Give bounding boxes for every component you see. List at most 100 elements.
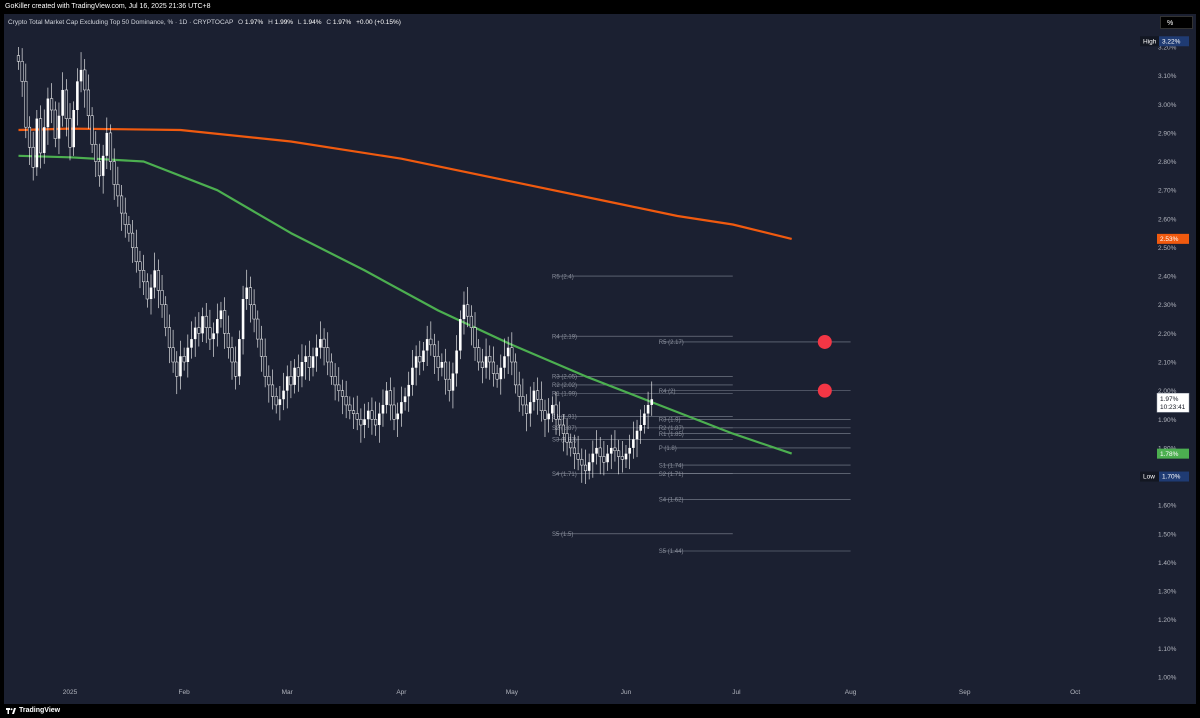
candle-down bbox=[351, 410, 356, 414]
candle-down bbox=[613, 447, 617, 452]
candle-down bbox=[171, 347, 175, 363]
pivot-label: S3 (1.83) bbox=[552, 438, 577, 444]
low-label: Low bbox=[1143, 474, 1155, 481]
candle-up bbox=[425, 339, 429, 351]
x-axis: 2025 Feb Mar Apr May Jun Jul Aug Sep Oct bbox=[63, 689, 1081, 696]
candle-up bbox=[462, 304, 466, 320]
candle-down bbox=[477, 347, 481, 363]
candle-down bbox=[370, 410, 374, 420]
candle-down bbox=[256, 318, 260, 340]
candle-up bbox=[363, 419, 366, 425]
y-tick-label: 1.50% bbox=[1158, 531, 1177, 538]
candle-down bbox=[38, 118, 43, 154]
candle-up bbox=[503, 356, 506, 368]
price-chart[interactable]: Crypto Total Market Cap Excluding Top 50… bbox=[4, 14, 1196, 704]
x-tick-label: Jul bbox=[732, 689, 741, 696]
candle-down bbox=[289, 376, 293, 386]
candle-down bbox=[24, 81, 28, 128]
candle-down bbox=[230, 347, 234, 363]
candle-down bbox=[116, 184, 120, 197]
ma-orange-line bbox=[18, 127, 792, 240]
badge-tag bbox=[1140, 471, 1160, 482]
current-price: 1.97% bbox=[1160, 396, 1179, 403]
y-tick-label: 1.40% bbox=[1158, 560, 1177, 567]
candle-down bbox=[119, 195, 124, 214]
pivot-label: S5 (1.44) bbox=[659, 549, 684, 555]
candle-up bbox=[241, 299, 245, 340]
candle-down bbox=[156, 270, 160, 291]
pivot-label: R5 (2.17) bbox=[659, 340, 684, 346]
candle-down bbox=[263, 356, 267, 377]
y-tick-label: 2.60% bbox=[1158, 216, 1177, 223]
candle-down bbox=[329, 361, 333, 377]
candle-up bbox=[79, 69, 83, 82]
y-tick-label: 2.20% bbox=[1158, 331, 1177, 338]
candle-up bbox=[245, 287, 249, 299]
candle-up bbox=[506, 347, 510, 357]
pivot-label: R5 (2.4) bbox=[552, 274, 574, 280]
candle-up bbox=[411, 367, 414, 385]
candle-up bbox=[293, 367, 296, 385]
candle-up bbox=[300, 362, 304, 377]
pivot-label: R3 (2.05) bbox=[552, 375, 577, 381]
x-tick-label: Apr bbox=[396, 689, 407, 696]
candle-down bbox=[252, 304, 256, 320]
candle-up bbox=[319, 339, 322, 348]
candle-down bbox=[322, 338, 326, 348]
candle-down bbox=[525, 404, 529, 414]
candle-down bbox=[197, 327, 201, 334]
candle-down bbox=[108, 132, 113, 162]
candle-up bbox=[591, 453, 595, 463]
candle-down bbox=[167, 327, 171, 348]
candles bbox=[16, 47, 654, 484]
pivot-label: R4 (2) bbox=[659, 389, 676, 395]
candle-up bbox=[179, 356, 182, 377]
candle-up bbox=[407, 384, 411, 397]
candle-down bbox=[598, 447, 602, 457]
candle-up bbox=[101, 155, 105, 176]
pivot-label: R1 (1.99) bbox=[552, 392, 577, 398]
y-tick-label: 2.50% bbox=[1158, 245, 1177, 252]
high-label: High bbox=[1143, 38, 1157, 45]
legend-l-label: L bbox=[298, 19, 302, 26]
candle-down bbox=[561, 424, 565, 434]
candle-down bbox=[565, 433, 569, 443]
candle-down bbox=[333, 376, 337, 386]
pivot-label: P (1.8) bbox=[659, 446, 677, 452]
candle-down bbox=[432, 344, 437, 357]
candle-down bbox=[510, 347, 514, 363]
candle-down bbox=[97, 161, 102, 177]
tradingview-logo-icon bbox=[6, 708, 16, 714]
candle-up bbox=[311, 356, 315, 368]
pivot-label: S2 (1.71) bbox=[659, 472, 684, 478]
candle-up bbox=[422, 350, 425, 362]
pivot-label: R1 (1.85) bbox=[659, 432, 684, 438]
candle-up bbox=[400, 402, 403, 414]
candle-down bbox=[64, 89, 68, 119]
candle-up bbox=[385, 390, 388, 405]
candle-up bbox=[212, 333, 215, 340]
candle-down bbox=[274, 396, 278, 406]
badge-value-bg bbox=[1159, 36, 1189, 47]
percent-scale-button[interactable]: % bbox=[1160, 16, 1193, 29]
candle-down bbox=[344, 396, 348, 406]
candle-up bbox=[547, 413, 550, 420]
y-tick-label: 2.70% bbox=[1158, 188, 1177, 195]
candle-down bbox=[429, 338, 433, 346]
legend-c-label: C bbox=[326, 19, 331, 26]
candle-up bbox=[377, 413, 381, 425]
pivot-label: R2 (1.87) bbox=[659, 426, 684, 432]
x-tick-label: Sep bbox=[959, 689, 971, 696]
candle-down bbox=[160, 290, 164, 305]
candle-down bbox=[583, 464, 588, 472]
candle-up bbox=[396, 413, 399, 420]
signal-dot bbox=[817, 334, 832, 349]
ma-value-badge bbox=[1157, 448, 1189, 459]
y-tick-label: 3.20% bbox=[1158, 45, 1177, 52]
candle-down bbox=[536, 390, 540, 400]
candle-down bbox=[572, 447, 576, 454]
candle-down bbox=[50, 98, 54, 111]
candle-down bbox=[517, 384, 521, 397]
candle-up bbox=[76, 81, 79, 110]
